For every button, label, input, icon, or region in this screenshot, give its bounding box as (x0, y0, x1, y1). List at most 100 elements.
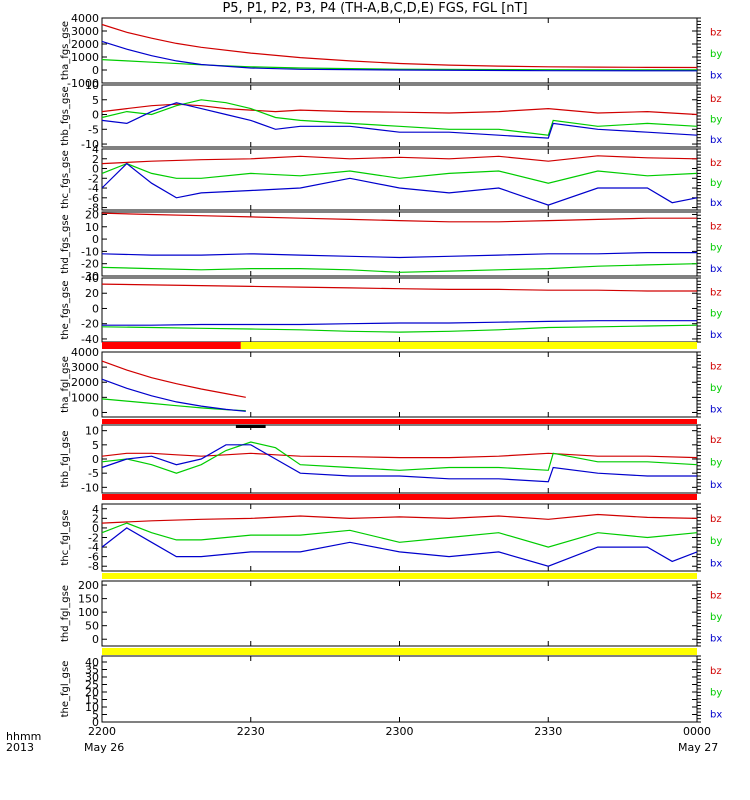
y-tick-label: -10 (81, 481, 99, 494)
y-tick-label: 1000 (71, 51, 99, 64)
y-tick-label: 10 (85, 221, 99, 234)
y-tick-label: 15 (85, 694, 99, 707)
y-tick-label: 5 (92, 439, 99, 452)
y-tick-label: 2 (92, 512, 99, 525)
series-by-line (101, 522, 698, 548)
series-bz-line (101, 23, 698, 69)
y-tick-label: -10 (81, 245, 99, 258)
y-tick-label: -5 (88, 123, 99, 136)
y-tick-label: -1000 (67, 77, 99, 90)
y-tick-label: -4 (88, 182, 99, 195)
panel-ylabel: tha_fgs_gse (60, 21, 71, 80)
panel-frame (101, 655, 698, 723)
legend-bx: bx (710, 480, 722, 491)
y-tick-label: 0 (92, 453, 99, 466)
series-by-line (101, 59, 698, 71)
y-tick-label: 2000 (71, 38, 99, 51)
panel-ylabel: thd_fgs_gse (60, 214, 71, 273)
status-bar-segment (102, 648, 697, 655)
legend-bx: bx (710, 405, 722, 416)
legend-bx: bx (710, 634, 722, 645)
panel-frame (101, 84, 698, 148)
y-tick-label: -2 (88, 172, 99, 185)
y-tick-label: 4000 (71, 12, 99, 25)
y-tick-label: 0 (92, 522, 99, 535)
panel-ylabel: thc_fgs_gse (60, 150, 71, 209)
panel-ylabel: thc_fgl_gse (60, 509, 71, 565)
y-tick-label: 50 (85, 620, 99, 633)
y-tick-label: 1000 (71, 391, 99, 404)
y-tick-label: 3000 (71, 361, 99, 374)
legend-bx: bx (710, 198, 722, 209)
panel-frame (101, 580, 698, 647)
y-tick-label: 25 (85, 679, 99, 692)
x-tick-label: 2300 (386, 725, 414, 738)
y-tick-label: -20 (81, 258, 99, 271)
series-bx-line (101, 102, 698, 139)
y-tick-label: 10 (85, 701, 99, 714)
legend-bz: bz (710, 435, 722, 446)
series-bz-line (101, 212, 697, 223)
y-tick-label: -20 (81, 318, 99, 331)
y-tick-label: 40 (85, 272, 99, 285)
x-tick-label: 2330 (534, 725, 562, 738)
panel-ylabel: thd_fgl_gse (60, 585, 71, 642)
status-bar-segment (102, 494, 697, 500)
series-bz-line (101, 452, 698, 459)
y-tick-label: 20 (85, 686, 99, 699)
panel-frame (101, 148, 698, 211)
series-bz-line (101, 155, 698, 165)
status-bar-segment (102, 342, 241, 349)
y-tick-label: 20 (85, 287, 99, 300)
y-tick-label: 0 (92, 163, 99, 176)
legend-bx: bx (710, 71, 722, 82)
panel-ylabel: thb_fgs_gse (60, 86, 71, 145)
panel-ylabel: the_fgs_gse (60, 280, 71, 339)
legend-by: by (710, 309, 722, 320)
panel-ylabel: thb_fgl_gse (60, 431, 71, 488)
chart-title: P5, P1, P2, P3, P4 (TH-A,B,C,D,E) FGS, F… (222, 1, 528, 16)
x-tick-label: 2200 (88, 725, 116, 738)
series-by-line (101, 441, 698, 474)
y-tick-label: 30 (85, 671, 99, 684)
legend-by: by (710, 115, 722, 126)
series-bx-line (101, 527, 698, 567)
y-tick-label: 10 (85, 79, 99, 92)
status-bar-marker (235, 425, 266, 428)
legend-by: by (710, 49, 722, 60)
legend-bz: bz (710, 28, 722, 39)
legend-by: by (710, 383, 722, 394)
legend-bx: bx (710, 709, 722, 720)
y-tick-label: 0 (92, 716, 99, 729)
series-bz-line (101, 360, 246, 398)
year-label: 2013 (6, 741, 34, 754)
hhmm-label: hhmm (6, 730, 42, 743)
y-tick-label: -2 (88, 532, 99, 545)
y-tick-label: 2000 (71, 376, 99, 389)
y-tick-label: 100 (78, 606, 99, 619)
legend-by: by (710, 458, 722, 469)
y-tick-label: 3000 (71, 25, 99, 38)
legend-bz: bz (710, 666, 722, 677)
series-bz-line (101, 513, 698, 524)
status-bar-segment (240, 342, 698, 349)
y-tick-label: 0 (92, 633, 99, 646)
panel-ylabel: tha_fgl_gse (60, 356, 71, 413)
legend-bx: bx (710, 135, 722, 146)
y-tick-label: 35 (85, 664, 99, 677)
panel-frame (101, 17, 698, 84)
series-by-line (101, 263, 698, 273)
y-tick-label: 0 (92, 406, 99, 419)
y-tick-label: -30 (81, 270, 99, 283)
y-tick-label: 2 (92, 153, 99, 166)
series-bz-line (101, 283, 697, 292)
series-by-line (101, 162, 698, 184)
y-tick-label: -40 (81, 333, 99, 346)
series-bz-line (101, 103, 698, 116)
series-bx-line (101, 40, 698, 72)
y-tick-label: -8 (88, 202, 99, 215)
legend-by: by (710, 178, 722, 189)
legend-bz: bz (710, 222, 722, 233)
y-tick-label: 0 (92, 64, 99, 77)
